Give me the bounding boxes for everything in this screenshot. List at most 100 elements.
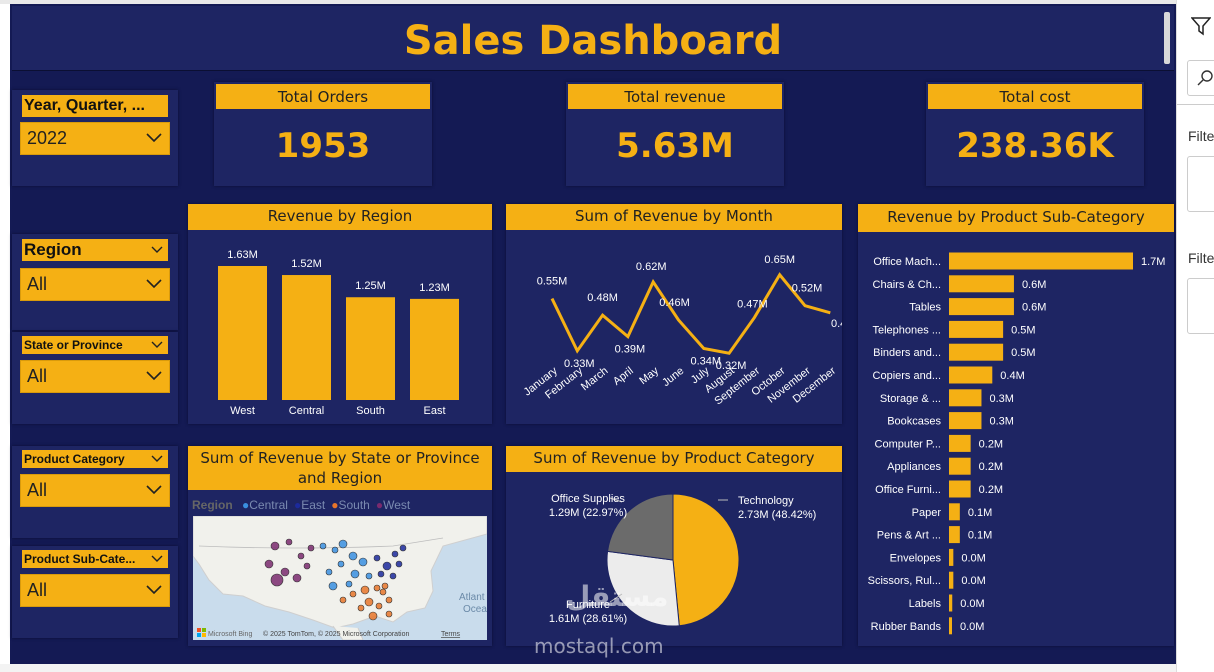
- subcat-bar[interactable]: [949, 594, 953, 612]
- map-location-dot[interactable]: [389, 572, 397, 580]
- subcat-bar[interactable]: [949, 366, 993, 384]
- subcat-bar[interactable]: [949, 412, 982, 430]
- subcat-bar[interactable]: [949, 526, 960, 544]
- legend-dot-icon: ●: [331, 498, 339, 512]
- map-location-dot[interactable]: [338, 539, 348, 549]
- subcategory-dropdown[interactable]: All: [20, 574, 170, 607]
- map-location-dot[interactable]: [348, 551, 358, 561]
- filter-icon[interactable]: [1190, 16, 1212, 40]
- subcat-bar-label: 0.6M: [1022, 302, 1046, 314]
- map-location-dot[interactable]: [385, 596, 393, 604]
- subcat-axis-label: Rubber Bands: [871, 621, 942, 633]
- map-location-dot[interactable]: [319, 542, 327, 550]
- region-bar[interactable]: [282, 275, 331, 400]
- subcat-axis-label: Paper: [912, 507, 942, 519]
- month-axis-label: April: [611, 365, 636, 388]
- map-legend-item[interactable]: ●West: [376, 498, 410, 512]
- map-legend-item[interactable]: ●Central: [242, 498, 288, 512]
- subcat-bar[interactable]: [949, 252, 1133, 270]
- subcat-bar[interactable]: [949, 343, 1004, 361]
- category-pie-chart: Technology 2.73M (48.42%) Furniture 1.61M (…: [549, 493, 816, 627]
- map-location-dot[interactable]: [297, 552, 305, 560]
- map-location-dot[interactable]: [365, 572, 373, 580]
- map-terms-link[interactable]: Terms: [441, 631, 461, 638]
- map-location-dot[interactable]: [358, 557, 368, 567]
- map-location-dot[interactable]: [264, 559, 274, 569]
- map-location-dot[interactable]: [280, 567, 290, 577]
- map-location-dot[interactable]: [373, 584, 381, 592]
- subcat-bar-label: 1.7M: [1141, 256, 1165, 268]
- subcat-bar[interactable]: [949, 457, 971, 475]
- subcat-bar[interactable]: [949, 434, 971, 452]
- category-slicer-label-text: Product Category: [24, 452, 125, 466]
- map-land-mexico: [332, 625, 364, 640]
- category-dropdown[interactable]: All: [20, 474, 170, 507]
- map-location-dot[interactable]: [350, 569, 360, 579]
- map-location-dot[interactable]: [377, 570, 385, 578]
- map-location-dot[interactable]: [360, 585, 370, 595]
- map-panel: Sum of Revenue by State or Province and …: [188, 446, 492, 646]
- map-location-dot[interactable]: [328, 581, 338, 591]
- map-location-dot[interactable]: [399, 544, 407, 552]
- map-location-dot[interactable]: [270, 541, 280, 551]
- map-location-dot[interactable]: [270, 573, 284, 587]
- pie-slice[interactable]: [672, 493, 740, 627]
- map-location-dot[interactable]: [381, 582, 389, 590]
- map-location-dot[interactable]: [303, 562, 311, 570]
- subcat-bar[interactable]: [949, 503, 960, 521]
- map-location-dot[interactable]: [307, 544, 315, 552]
- month-series-line[interactable]: [550, 272, 831, 355]
- map-location-dot[interactable]: [395, 560, 403, 568]
- map-location-dot[interactable]: [285, 538, 293, 546]
- map-location-dot[interactable]: [337, 560, 345, 568]
- filter-search-box[interactable]: [1187, 60, 1214, 96]
- month-point-label: 0.33M: [564, 358, 595, 370]
- map-legend-item[interactable]: ●South: [331, 498, 370, 512]
- filter-card-2[interactable]: [1187, 278, 1214, 334]
- subcat-bar[interactable]: [949, 320, 1004, 338]
- map-location-dot[interactable]: [349, 590, 357, 598]
- filters-label-1: Filte: [1188, 128, 1214, 144]
- subcat-bar[interactable]: [949, 480, 971, 498]
- title-bar: Sales Dashboard: [12, 6, 1174, 71]
- subcat-bar[interactable]: [949, 389, 982, 407]
- map-location-dot[interactable]: [345, 580, 353, 588]
- year-dropdown[interactable]: 2022: [20, 122, 170, 155]
- map-location-dot[interactable]: [382, 561, 392, 571]
- region-bar[interactable]: [218, 266, 267, 400]
- map-legend-item[interactable]: ●East: [294, 498, 325, 512]
- filter-card-1[interactable]: [1187, 156, 1214, 212]
- subcat-bar[interactable]: [949, 571, 954, 589]
- map-location-dot[interactable]: [368, 611, 378, 621]
- pie-value-label: 1.29M (22.97%): [549, 507, 627, 519]
- subcat-bar[interactable]: [949, 275, 1014, 293]
- month-point-label: 0.47M: [737, 299, 768, 311]
- map-location-dot[interactable]: [379, 588, 387, 596]
- subcat-bar[interactable]: [949, 298, 1014, 316]
- region-bar[interactable]: [410, 298, 459, 400]
- map-location-dot[interactable]: [375, 602, 383, 610]
- map-location-dot[interactable]: [325, 568, 333, 576]
- subcat-axis-label: Tables: [909, 302, 941, 314]
- total-orders-card: Total Orders 1953: [214, 82, 432, 186]
- subcat-bar[interactable]: [949, 617, 952, 635]
- subcat-bar-label: 0.0M: [960, 621, 984, 633]
- map-location-dot[interactable]: [357, 604, 365, 612]
- map-location-dot[interactable]: [292, 573, 302, 583]
- subcat-bar[interactable]: [949, 548, 954, 566]
- state-dropdown[interactable]: All: [20, 360, 170, 393]
- map-location-dot[interactable]: [364, 597, 374, 607]
- region-dropdown-value: All: [27, 274, 48, 294]
- region-bar-chart: 1.63M West 1.52M Central 1.25M South 1.23M East: [218, 249, 459, 417]
- region-dropdown[interactable]: All: [20, 268, 170, 301]
- map-location-dot[interactable]: [339, 596, 347, 604]
- scrollbar[interactable]: [1164, 12, 1170, 64]
- map-location-dot[interactable]: [385, 610, 393, 618]
- region-bar[interactable]: [346, 297, 395, 400]
- map-location-dot[interactable]: [331, 546, 339, 554]
- map-location-dot[interactable]: [373, 554, 381, 562]
- pie-slice[interactable]: [607, 493, 674, 561]
- pie-slice[interactable]: [606, 550, 680, 627]
- map-location-dot[interactable]: [391, 550, 399, 558]
